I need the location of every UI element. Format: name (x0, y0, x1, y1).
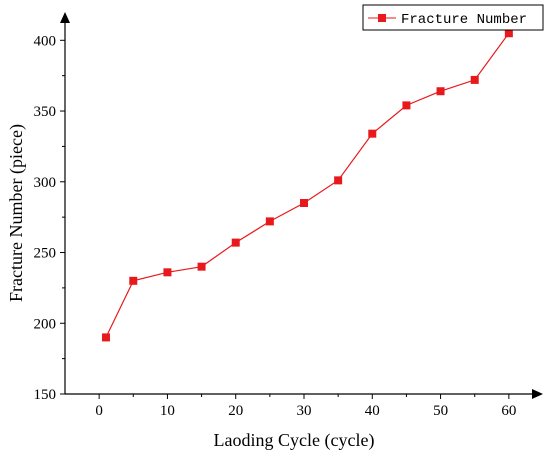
x-axis-arrow (532, 389, 543, 399)
y-axis-title: Fracture Number (piece) (6, 124, 27, 302)
data-point (129, 276, 138, 285)
axes (60, 12, 543, 399)
legend-label: Fracture Number (401, 12, 527, 28)
series-line (105, 32, 510, 338)
x-tick-label: 60 (501, 403, 516, 419)
x-tick-label: 0 (95, 403, 103, 419)
plot-area (101, 29, 513, 342)
data-point (163, 268, 172, 277)
y-tick-label: 250 (34, 246, 57, 262)
data-point (368, 129, 377, 138)
y-tick-label: 200 (34, 316, 57, 332)
data-point (436, 87, 445, 96)
y-tick-label: 400 (34, 33, 57, 49)
y-tick-label: 150 (34, 387, 57, 403)
data-point (470, 75, 479, 84)
x-axis-title: Laoding Cycle (cycle) (214, 430, 375, 451)
y-tick-label: 350 (34, 104, 57, 120)
data-point (231, 238, 240, 247)
data-point (504, 29, 513, 38)
y-axis-arrow (60, 12, 70, 23)
data-point (265, 217, 274, 226)
data-point (101, 333, 110, 342)
data-point (402, 101, 411, 110)
x-tick-label: 50 (433, 403, 448, 419)
data-point (197, 262, 206, 271)
legend-marker (378, 14, 386, 22)
x-tick-label: 30 (297, 403, 312, 419)
legend: Fracture Number (362, 4, 544, 31)
x-ticks: 0 10 20 30 40 50 60 (95, 394, 516, 419)
x-tick-label: 10 (160, 403, 175, 419)
y-tick-label: 300 (34, 175, 57, 191)
x-tick-label: 20 (228, 403, 243, 419)
x-tick-label: 40 (365, 403, 380, 419)
data-point (300, 199, 308, 207)
y-ticks: 150 200 250 300 350 400 (34, 33, 65, 403)
data-point (334, 176, 343, 185)
